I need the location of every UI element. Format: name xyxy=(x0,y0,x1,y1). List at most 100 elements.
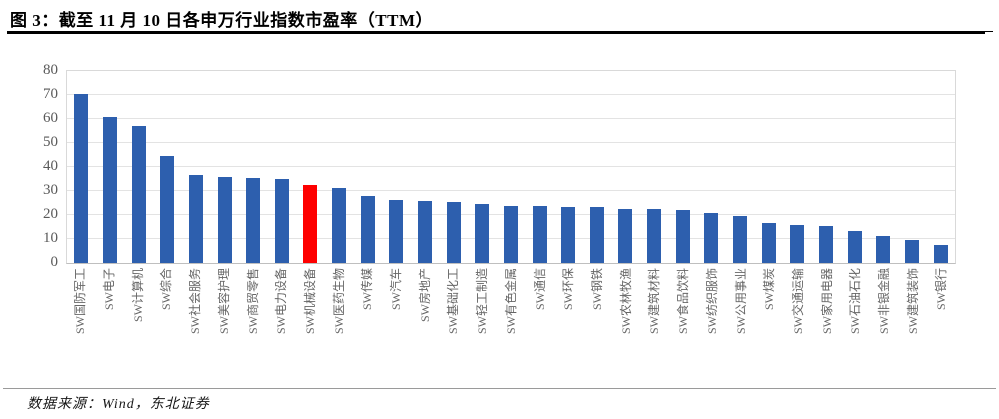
bar xyxy=(418,201,432,263)
bar-slot xyxy=(182,71,211,263)
bar xyxy=(217,177,232,263)
y-tick-label: 80 xyxy=(43,62,58,78)
bar xyxy=(503,205,518,263)
x-tick-cell: SW国防军工 xyxy=(66,265,95,369)
bar xyxy=(160,155,175,263)
bar-slot xyxy=(210,71,239,263)
x-tick-label: SW农林牧渔 xyxy=(618,268,633,335)
x-tick-cell: SW环保 xyxy=(554,265,583,369)
bar xyxy=(618,208,633,263)
x-tick-cell: SW钢铁 xyxy=(583,265,612,369)
title-underline xyxy=(7,31,985,34)
x-tick-cell: SW电力设备 xyxy=(267,265,296,369)
bar-slot xyxy=(697,71,726,263)
gridline xyxy=(67,166,955,167)
x-tick-label: SW建筑材料 xyxy=(647,268,662,335)
y-tick-label: 20 xyxy=(43,206,58,222)
bar xyxy=(790,224,805,263)
x-tick-cell: SW医药生物 xyxy=(324,265,353,369)
x-tick-label: SW商贸零售 xyxy=(245,268,260,335)
x-tick-label: SW电子 xyxy=(102,268,117,311)
footer-divider xyxy=(3,388,996,389)
bar-slot xyxy=(353,71,382,263)
figure-title: 图 3：截至 11 月 10 日各申万行业指数市盈率（TTM） xyxy=(10,11,434,30)
x-tick-label: SW交通运输 xyxy=(790,268,805,335)
bar xyxy=(818,225,833,263)
gridline xyxy=(67,142,955,143)
bar xyxy=(704,212,719,263)
x-tick-label: SW基础化工 xyxy=(446,268,461,335)
x-tick-label: SW医药生物 xyxy=(331,268,346,335)
x-tick-label: SW纺织服饰 xyxy=(704,268,719,335)
bar-slot xyxy=(640,71,669,263)
x-tick-cell: SW房地产 xyxy=(410,265,439,369)
bar-slot xyxy=(382,71,411,263)
bar xyxy=(761,222,776,263)
x-tick-cell: SW银行 xyxy=(927,265,956,369)
bar-slot xyxy=(812,71,841,263)
gridline xyxy=(67,118,955,119)
bar-slot xyxy=(439,71,468,263)
x-tick-label: SW银行 xyxy=(934,268,949,311)
x-tick-label: SW电力设备 xyxy=(274,268,289,335)
bar xyxy=(74,93,89,263)
bar xyxy=(589,207,604,263)
x-tick-label: SW通信 xyxy=(532,268,547,311)
bar xyxy=(532,206,547,263)
x-tick-cell: SW电子 xyxy=(95,265,124,369)
x-tick-cell: SW公用事业 xyxy=(726,265,755,369)
x-tick-label: SW建筑装饰 xyxy=(905,268,920,335)
bar-slot xyxy=(325,71,354,263)
bar-slot xyxy=(525,71,554,263)
x-tick-label: SW机械设备 xyxy=(302,268,317,335)
x-tick-label: SW国防军工 xyxy=(73,268,88,335)
bar-slot xyxy=(611,71,640,263)
x-tick-cell: SW美容护理 xyxy=(210,265,239,369)
bar-slot xyxy=(296,71,325,263)
x-tick-cell: SW计算机 xyxy=(123,265,152,369)
x-tick-cell: SW综合 xyxy=(152,265,181,369)
plot-area xyxy=(66,70,956,264)
bar xyxy=(904,239,919,263)
x-tick-cell: SW基础化工 xyxy=(439,265,468,369)
x-tick-label: SW传媒 xyxy=(360,268,375,311)
bar-slot xyxy=(668,71,697,263)
y-tick-label: 40 xyxy=(43,158,58,174)
x-tick-label: SW社会服务 xyxy=(188,268,203,335)
x-tick-cell: SW建筑装饰 xyxy=(898,265,927,369)
x-tick-label: SW房地产 xyxy=(417,268,432,323)
x-tick-label: SW综合 xyxy=(159,268,174,311)
bar-slot xyxy=(153,71,182,263)
gridline xyxy=(67,94,955,95)
x-tick-cell: SW机械设备 xyxy=(296,265,325,369)
x-tick-label: SW轻工制造 xyxy=(475,268,490,335)
bar xyxy=(847,231,862,263)
x-tick-label: SW煤炭 xyxy=(762,268,777,311)
x-tick-cell: SW轻工制造 xyxy=(468,265,497,369)
bar-slot xyxy=(783,71,812,263)
bar xyxy=(246,178,261,263)
bar-slot xyxy=(869,71,898,263)
x-tick-cell: SW农林牧渔 xyxy=(611,265,640,369)
x-tick-cell: SW煤炭 xyxy=(755,265,784,369)
bar xyxy=(675,210,690,263)
x-tick-cell: SW有色金属 xyxy=(497,265,526,369)
bar-slot xyxy=(898,71,927,263)
bar xyxy=(274,179,289,263)
x-tick-label: SW非银金融 xyxy=(877,268,892,335)
bar xyxy=(933,245,948,263)
bar-highlighted xyxy=(303,185,318,263)
bar-slot xyxy=(124,71,153,263)
bar-slot xyxy=(926,71,955,263)
x-tick-label: SW食品饮料 xyxy=(676,268,691,335)
y-tick-label: 60 xyxy=(43,110,58,126)
bar-slot xyxy=(239,71,268,263)
bar-slot xyxy=(411,71,440,263)
x-tick-cell: SW石油石化 xyxy=(841,265,870,369)
y-axis: 0 10 20 30 40 50 60 70 80 xyxy=(0,56,58,278)
bar xyxy=(389,199,404,263)
x-tick-cell: SW家用电器 xyxy=(812,265,841,369)
bar xyxy=(561,206,576,263)
bar-slot xyxy=(468,71,497,263)
x-tick-cell: SW非银金融 xyxy=(870,265,899,369)
